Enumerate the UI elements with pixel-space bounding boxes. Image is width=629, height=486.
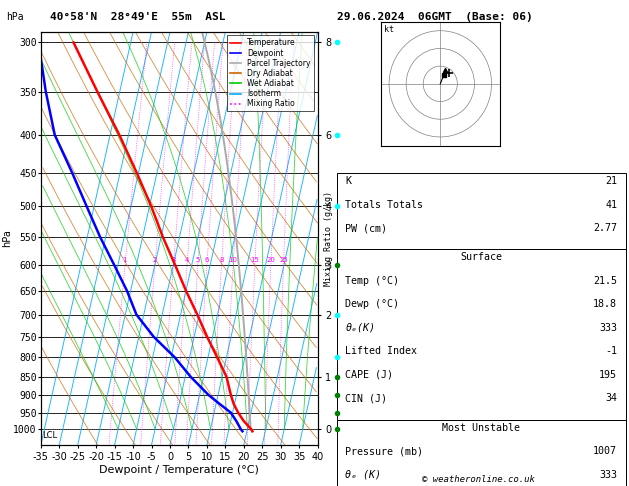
Text: Pressure (mb): Pressure (mb) xyxy=(345,446,423,456)
Text: 1: 1 xyxy=(123,257,127,263)
Text: CAPE (J): CAPE (J) xyxy=(345,370,393,380)
Text: 29.06.2024  06GMT  (Base: 06): 29.06.2024 06GMT (Base: 06) xyxy=(337,12,532,22)
Text: 2: 2 xyxy=(153,257,157,263)
Text: θₑ (K): θₑ (K) xyxy=(345,469,381,480)
Text: Temp (°C): Temp (°C) xyxy=(345,276,399,286)
Text: Dewp (°C): Dewp (°C) xyxy=(345,299,399,309)
Y-axis label: hPa: hPa xyxy=(2,229,12,247)
Text: 333: 333 xyxy=(599,469,617,480)
Text: kt: kt xyxy=(384,25,394,35)
X-axis label: Dewpoint / Temperature (°C): Dewpoint / Temperature (°C) xyxy=(99,465,259,475)
Text: Lifted Index: Lifted Index xyxy=(345,347,417,356)
Text: K: K xyxy=(345,176,351,186)
Text: PW (cm): PW (cm) xyxy=(345,223,387,233)
Text: 8: 8 xyxy=(219,257,224,263)
Legend: Temperature, Dewpoint, Parcel Trajectory, Dry Adiabat, Wet Adiabat, Isotherm, Mi: Temperature, Dewpoint, Parcel Trajectory… xyxy=(226,35,314,111)
Bar xyxy=(337,249,626,420)
Text: 20: 20 xyxy=(266,257,276,263)
Bar xyxy=(337,173,626,249)
Text: Surface: Surface xyxy=(460,252,502,262)
Text: CIN (J): CIN (J) xyxy=(345,394,387,403)
Text: 1007: 1007 xyxy=(593,446,617,456)
Text: -1: -1 xyxy=(605,347,617,356)
Text: LCL: LCL xyxy=(42,431,57,440)
Text: 15: 15 xyxy=(250,257,259,263)
Text: 195: 195 xyxy=(599,370,617,380)
Text: θₑ(K): θₑ(K) xyxy=(345,323,375,333)
Text: 2.77: 2.77 xyxy=(593,223,617,233)
Text: 333: 333 xyxy=(599,323,617,333)
Text: hPa: hPa xyxy=(6,12,24,22)
Bar xyxy=(337,420,626,486)
Y-axis label: km
ASL: km ASL xyxy=(339,238,357,260)
Text: 25: 25 xyxy=(279,257,288,263)
Text: © weatheronline.co.uk: © weatheronline.co.uk xyxy=(421,474,535,484)
Text: Most Unstable: Most Unstable xyxy=(442,422,520,433)
Text: 18.8: 18.8 xyxy=(593,299,617,309)
Text: 6: 6 xyxy=(204,257,209,263)
Text: 10: 10 xyxy=(228,257,238,263)
Text: 41: 41 xyxy=(605,200,617,209)
Text: 5: 5 xyxy=(196,257,200,263)
Text: 3: 3 xyxy=(171,257,175,263)
Text: 21.5: 21.5 xyxy=(593,276,617,286)
Text: 40°58'N  28°49'E  55m  ASL: 40°58'N 28°49'E 55m ASL xyxy=(50,12,226,22)
Text: Totals Totals: Totals Totals xyxy=(345,200,423,209)
Text: 4: 4 xyxy=(185,257,189,263)
Text: 21: 21 xyxy=(605,176,617,186)
Text: Mixing Ratio (g/kg): Mixing Ratio (g/kg) xyxy=(324,191,333,286)
Text: 34: 34 xyxy=(605,394,617,403)
